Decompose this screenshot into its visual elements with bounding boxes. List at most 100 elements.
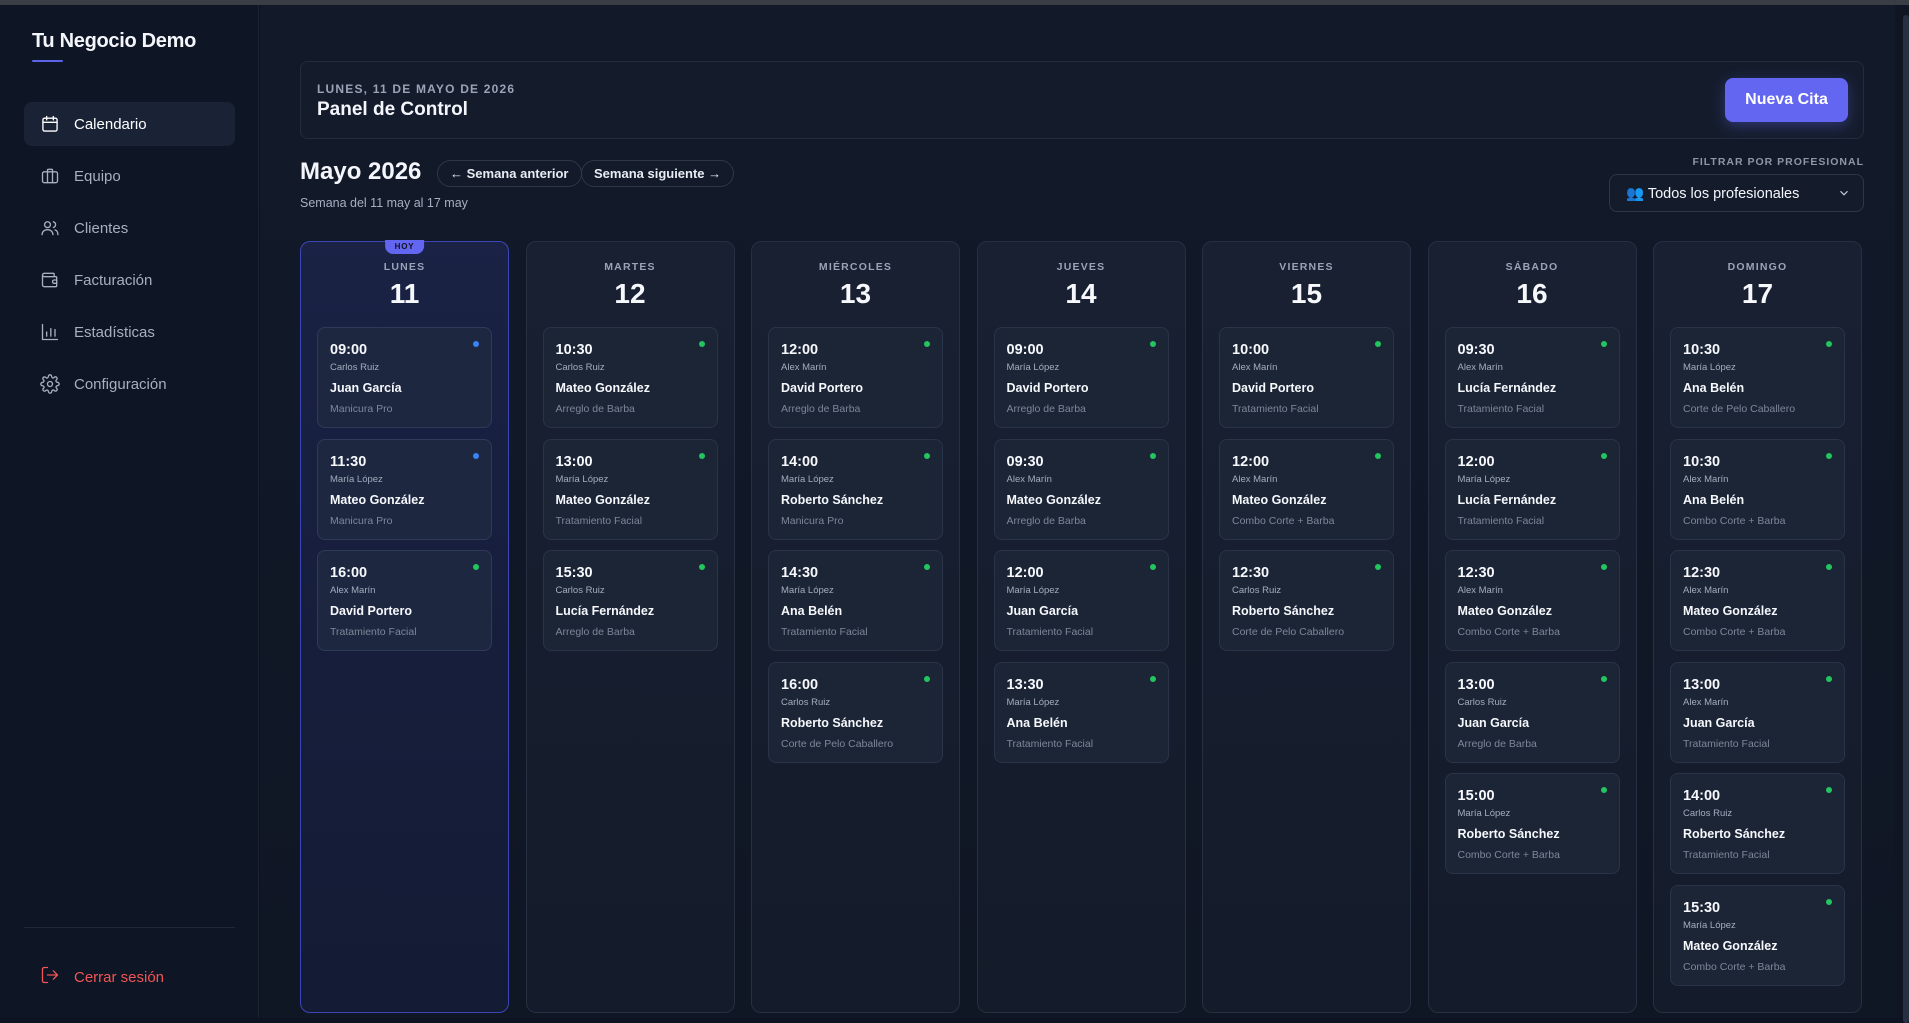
day-number: 13 [839,278,872,309]
sidebar-item-label: Configuración [74,375,167,393]
appointment-card[interactable]: 10:30 María López Ana Belén Corte de Pelo C… [1670,327,1845,428]
appointment-time: 10:30 [1683,342,1721,358]
professional-filter-select[interactable]: 👥 Todos los profesionales [1609,174,1864,212]
appointment-card[interactable]: 16:00 Alex Marín David Portero Tratamiento … [317,550,492,651]
status-dot-icon [924,452,930,459]
appointment-professional: Alex Marín [1683,473,1729,485]
sidebar-item-label: Calendario [74,115,147,133]
professional-filter-label: FILTRAR POR PROFESIONAL [1692,156,1864,168]
appointment-service: Manicura Pro [781,514,844,527]
appointment-card[interactable]: 12:00 Alex Marín Mateo González Combo Corte… [1219,438,1394,540]
status-dot-icon [1375,452,1381,459]
appointment-card[interactable]: 10:00 Alex Marín David Portero Tratamiento … [1219,327,1394,428]
day-number: 11 [389,278,420,309]
appointment-professional: Carlos Ruiz [555,362,605,373]
appointment-card[interactable]: 16:00 Carlos Ruiz Roberto Sánchez Corte de … [768,661,943,763]
status-dot-icon [1826,675,1832,682]
appointment-time: 09:30 [1006,453,1044,470]
appointment-time: 10:00 [1232,342,1270,358]
appointment-card[interactable]: 11:30 María López Mateo González Manicura P… [317,438,492,540]
status-dot-icon [698,564,705,570]
appointment-professional: Carlos Ruiz [1683,808,1733,819]
appointment-client: Lucía Fernández [1457,492,1557,507]
appointment-card[interactable]: 09:00 María López David Portero Arreglo de … [993,327,1169,428]
day-number: 15 [1290,278,1323,309]
sidebar-item-equipo[interactable]: Equipo [24,154,235,198]
logout-button[interactable]: Cerrar sesión [24,955,235,999]
appointment-card[interactable]: 12:00 María López Juan García Tratamiento F… [993,550,1169,651]
appointment-card[interactable]: 10:30 Carlos Ruiz Mateo González Arreglo de… [542,327,718,428]
appointment-time: 09:30 [1457,342,1495,358]
sidebar-item-clientes[interactable]: Clientes [24,206,235,250]
day-name: DOMINGO [1727,261,1788,273]
appointment-professional: Carlos Ruiz [555,585,605,596]
appointment-client: Roberto Sánchez [781,492,884,507]
appointment-service: Corte de Pelo Caballero [1232,626,1345,638]
appointment-time: 16:00 [330,565,368,581]
sidebar-divider [24,927,235,928]
appointment-card[interactable]: 09:30 Alex Marín Mateo González Arreglo de … [993,438,1169,540]
status-dot-icon [1600,452,1607,459]
sidebar-item-calendario[interactable]: Calendario [24,102,235,146]
appointment-client: Mateo González [1457,604,1552,618]
appointment-card[interactable]: 13:00 Carlos Ruiz Juan García Arreglo de Ba… [1444,661,1620,763]
appointment-professional: María López [1683,362,1736,373]
appointment-card[interactable]: 15:00 María López Roberto Sánchez Combo Cor… [1444,773,1620,874]
appointment-service: Combo Corte + Barba [1457,626,1560,638]
appointment-service: Combo Corte + Barba [1683,960,1786,973]
next-week-button[interactable]: Semana siguiente → [581,160,735,187]
appointment-card[interactable]: 15:30 María López Mateo González Combo Cort… [1670,884,1845,986]
scrollbar-track[interactable] [1895,5,1909,1023]
previous-week-button[interactable]: ← Semana anterior [437,160,582,187]
appointment-client: Mateo González [1232,492,1327,507]
scrollbar-thumb[interactable] [1903,15,1909,1023]
status-dot-icon [1149,341,1156,347]
appointment-professional: María López [1683,919,1736,931]
appointment-card[interactable]: 09:30 Alex Marín Lucía Fernández Tratamient… [1444,327,1620,428]
appointment-card[interactable]: 10:30 Alex Marín Ana Belén Combo Corte + Ba… [1670,438,1845,540]
appointment-time: 16:00 [781,676,819,693]
appointment-time: 12:00 [1006,565,1044,581]
appointment-card[interactable]: 12:30 Alex Marín Mateo González Combo Corte… [1444,550,1620,651]
appointment-client: Juan García [1457,715,1530,730]
appointment-time: 12:00 [781,342,819,358]
appointment-card[interactable]: 15:30 Carlos Ruiz Lucía Fernández Arreglo d… [542,550,718,651]
appointment-card[interactable]: 09:00 Carlos Ruiz Juan García Manicura Pro [317,327,492,428]
appointment-card[interactable]: 14:00 Carlos Ruiz Roberto Sánchez Tratamien… [1670,773,1845,874]
appointment-client: Ana Belén [1006,715,1068,730]
appointment-card[interactable]: 13:30 María López Ana Belén Tratamiento Fac… [993,661,1169,763]
appointment-service: Tratamiento Facial [330,626,417,638]
appointment-client: Roberto Sánchez [1683,827,1786,841]
appointment-card[interactable]: 12:30 Carlos Ruiz Roberto Sánchez Corte de … [1219,550,1394,651]
appointment-client: Roberto Sánchez [1457,827,1560,841]
appointment-professional: Carlos Ruiz [1457,696,1507,708]
sidebar-item-configuracion[interactable]: Configuración [24,362,235,406]
sidebar-item-label: Facturación [74,271,153,289]
sidebar-item-label: Estadísticas [74,323,155,341]
appointment-client: David Portero [781,381,863,395]
week-calendar: HOY LUNES 11 09:00 Carlos Ruiz Juan García Man… [300,236,1864,1013]
new-appointment-button[interactable]: Nueva Cita [1725,78,1848,122]
status-dot-icon [473,452,479,459]
appointment-card[interactable]: 12:30 Alex Marín Mateo González Combo Corte… [1670,550,1845,651]
day-number: 17 [1741,278,1774,309]
logout-label: Cerrar sesión [74,968,165,986]
sidebar-item-facturacion[interactable]: Facturación [24,258,235,302]
sidebar-item-estadisticas[interactable]: Estadísticas [24,310,235,354]
appointment-card[interactable]: 14:30 María López Ana Belén Tratamiento Fac… [768,550,943,651]
appointment-client: Ana Belén [781,604,843,618]
main-content: LUNES, 11 DE MAYO DE 2026 Panel de Contr… [260,5,1895,1018]
appointment-card[interactable]: 13:00 Alex Marín Juan García Tratamiento Fa… [1670,661,1845,763]
appointment-client: Lucía Fernández [1457,381,1557,395]
day-column: HOY LUNES 11 09:00 Carlos Ruiz Juan García Man… [300,240,509,1013]
appointment-client: Mateo González [555,381,650,395]
appointment-client: Ana Belén [1683,381,1745,395]
day-name: VIERNES [1279,261,1334,273]
day-name: MIÉRCOLES [818,261,893,273]
appointment-time: 15:30 [1683,899,1721,916]
appointment-card[interactable]: 14:00 María López Roberto Sánchez Manicura … [768,438,943,540]
appointment-card[interactable]: 13:00 María López Mateo González Tratamient… [542,438,718,540]
appointment-card[interactable]: 12:00 María López Lucía Fernández Tratamien… [1444,438,1620,540]
appointment-card[interactable]: 12:00 Alex Marín David Portero Arreglo de B… [768,327,943,428]
professional-filter-value: 👥 Todos los profesionales [1626,185,1800,202]
